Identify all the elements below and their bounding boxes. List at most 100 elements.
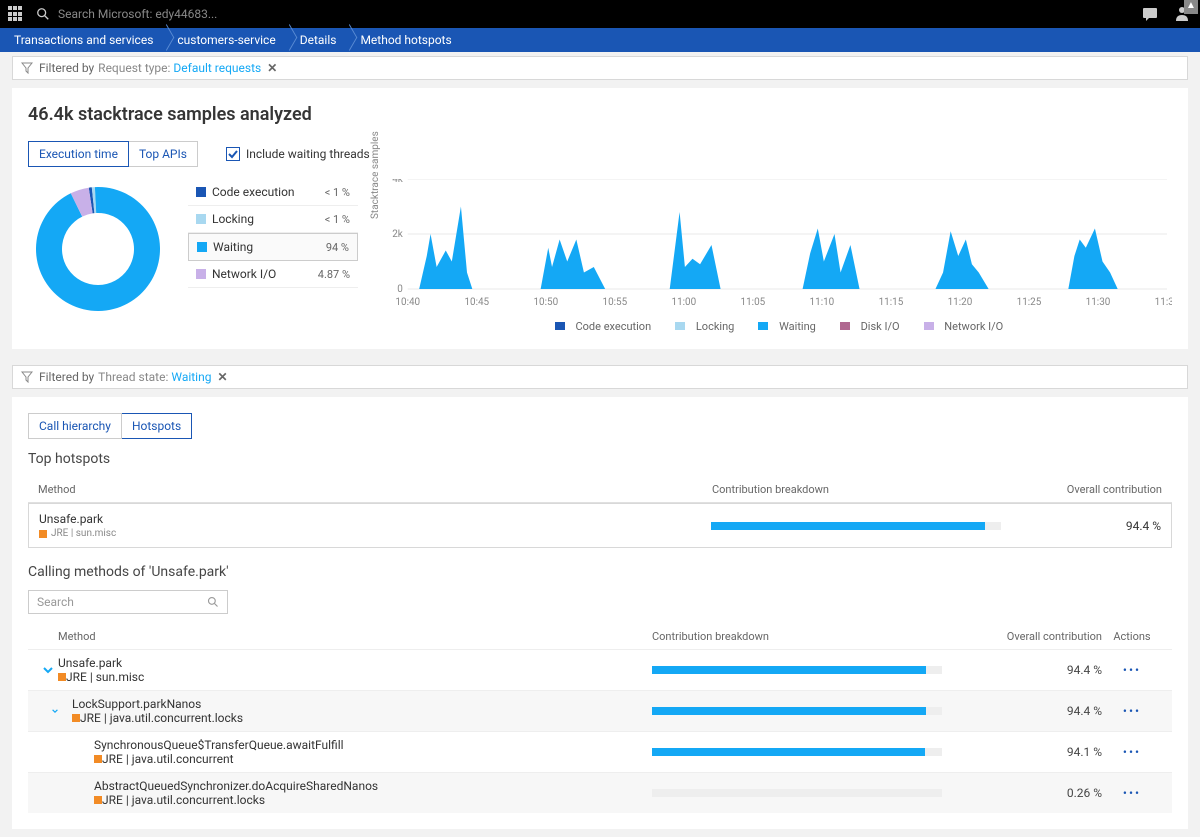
donut-chart xyxy=(28,179,168,319)
svg-text:11:30: 11:30 xyxy=(1086,297,1111,308)
expand-icon[interactable] xyxy=(38,747,66,757)
timeline-legend: Code execution Locking Waiting Disk I/O … xyxy=(378,320,1172,333)
filter-icon xyxy=(21,371,33,383)
search-icon xyxy=(207,596,219,608)
svg-text:10:45: 10:45 xyxy=(464,297,489,308)
search-input[interactable]: Search xyxy=(28,590,228,614)
breadcrumb-bar: Transactions and services customers-serv… xyxy=(0,28,1200,52)
view-mode-tabs: Execution time Top APIs xyxy=(28,141,198,167)
method-source: JRE | sun.misc xyxy=(39,528,711,539)
svg-text:11:25: 11:25 xyxy=(1017,297,1042,308)
method-source: JRE | sun.misc xyxy=(58,670,652,684)
row-actions-icon[interactable]: ••• xyxy=(1102,786,1162,800)
tab-hotspots[interactable]: Hotspots xyxy=(122,413,192,439)
svg-text:11:10: 11:10 xyxy=(810,297,835,308)
method-source: JRE | java.util.concurrent xyxy=(94,752,652,766)
hotspots-panel: Call hierarchy Hotspots Top hotspots Met… xyxy=(12,397,1188,829)
method-source: JRE | java.util.concurrent.locks xyxy=(94,793,652,807)
legend-item[interactable]: Code execution< 1 % xyxy=(188,179,358,206)
call-row[interactable]: LockSupport.parkNanos JRE | java.util.co… xyxy=(28,690,1172,731)
call-row[interactable]: Unsafe.park JRE | sun.misc 94.4 % ••• xyxy=(28,649,1172,690)
row-actions-icon[interactable]: ••• xyxy=(1102,704,1162,718)
svg-text:0: 0 xyxy=(397,284,403,295)
breadcrumb-item[interactable]: Transactions and services xyxy=(4,28,167,52)
search-icon[interactable] xyxy=(36,7,50,21)
main-panel: 46.4k stacktrace samples analyzed Execut… xyxy=(12,88,1188,349)
col-contribution: Contribution breakdown xyxy=(652,630,962,643)
svg-text:11:20: 11:20 xyxy=(948,297,973,308)
col-method: Method xyxy=(58,630,652,643)
apps-grid-icon[interactable] xyxy=(8,6,24,22)
overall-pct: 94.4 % xyxy=(962,704,1102,718)
timeline-chart: Stacktrace samples 02k4k10:4010:4510:501… xyxy=(378,179,1172,333)
legend-item[interactable]: Network I/O4.87 % xyxy=(188,261,358,288)
filter-prefix: Filtered by xyxy=(39,370,94,384)
donut-legend: Code execution< 1 %Locking< 1 %Waiting94… xyxy=(188,179,358,333)
breadcrumb-item[interactable]: Details xyxy=(290,28,351,52)
svg-text:11:15: 11:15 xyxy=(879,297,904,308)
calling-methods-title: Calling methods of 'Unsafe.park' xyxy=(28,564,1172,580)
breadcrumb-item[interactable]: customers-service xyxy=(167,28,289,52)
svg-text:2k: 2k xyxy=(392,229,404,240)
y-axis-title: Stacktrace samples xyxy=(370,131,381,219)
filter-thread-state: Filtered by Thread state: Waiting ✕ xyxy=(12,365,1188,389)
call-row[interactable]: SynchronousQueue$TransferQueue.awaitFulf… xyxy=(28,731,1172,772)
filter-name: Thread state: xyxy=(98,370,168,384)
search-placeholder[interactable]: Search Microsoft: edy44683... xyxy=(58,7,217,21)
method-name: AbstractQueuedSynchronizer.doAcquireShar… xyxy=(94,779,652,793)
call-row[interactable]: AbstractQueuedSynchronizer.doAcquireShar… xyxy=(28,772,1172,813)
method-name: SynchronousQueue$TransferQueue.awaitFulf… xyxy=(94,738,652,752)
svg-text:10:50: 10:50 xyxy=(533,297,558,308)
filter-value[interactable]: Default requests xyxy=(173,61,261,75)
svg-text:11:35: 11:35 xyxy=(1155,297,1172,308)
col-overall: Overall contribution xyxy=(1022,483,1162,496)
row-actions-icon[interactable]: ••• xyxy=(1102,663,1162,677)
legend-item[interactable]: Locking< 1 % xyxy=(188,206,358,233)
tab-execution-time[interactable]: Execution time xyxy=(28,141,129,167)
top-hotspots-title: Top hotspots xyxy=(28,451,1172,467)
search-placeholder: Search xyxy=(37,595,74,609)
col-method: Method xyxy=(38,483,712,496)
overall-pct: 94.4 % xyxy=(1021,519,1161,533)
expand-icon[interactable] xyxy=(38,788,66,798)
include-waiting-label: Include waiting threads xyxy=(246,147,370,161)
svg-text:11:00: 11:00 xyxy=(672,297,697,308)
expand-icon[interactable] xyxy=(38,665,58,675)
svg-text:11:05: 11:05 xyxy=(741,297,766,308)
overall-pct: 94.4 % xyxy=(962,663,1102,677)
row-actions-icon[interactable]: ••• xyxy=(1102,745,1162,759)
col-actions: Actions xyxy=(1102,630,1162,643)
method-name: LockSupport.parkNanos xyxy=(72,697,652,711)
filter-remove-icon[interactable]: ✕ xyxy=(217,370,227,384)
method-source: JRE | java.util.concurrent.locks xyxy=(72,711,652,725)
filter-name: Request type: xyxy=(98,61,170,75)
overall-pct: 0.26 % xyxy=(962,786,1102,800)
filter-prefix: Filtered by xyxy=(39,61,94,75)
filter-remove-icon[interactable]: ✕ xyxy=(267,61,277,75)
filter-value[interactable]: Waiting xyxy=(171,370,211,384)
call-table-header: Method Contribution breakdown Overall co… xyxy=(28,624,1172,649)
include-waiting-checkbox[interactable]: Include waiting threads xyxy=(226,147,370,161)
tab-call-hierarchy[interactable]: Call hierarchy xyxy=(28,413,122,439)
tab-top-apis[interactable]: Top APIs xyxy=(129,141,198,167)
col-contribution: Contribution breakdown xyxy=(712,483,1022,496)
filter-request-type: Filtered by Request type: Default reques… xyxy=(12,56,1188,80)
hotspot-view-tabs: Call hierarchy Hotspots xyxy=(28,413,192,439)
filter-icon xyxy=(21,62,33,74)
svg-text:10:40: 10:40 xyxy=(395,297,420,308)
method-name: Unsafe.park xyxy=(39,512,711,526)
method-name: Unsafe.park xyxy=(58,656,652,670)
topbar: Search Microsoft: edy44683... xyxy=(0,0,1200,28)
legend-item[interactable]: Waiting94 % xyxy=(188,233,358,261)
overall-pct: 94.1 % xyxy=(962,745,1102,759)
page-title: 46.4k stacktrace samples analyzed xyxy=(28,104,1172,125)
svg-text:4k: 4k xyxy=(392,179,404,185)
hotspot-table-header: Method Contribution breakdown Overall co… xyxy=(28,477,1172,503)
top-hotspot-row[interactable]: Unsafe.park JRE | sun.misc 94.4 % xyxy=(28,503,1172,548)
breadcrumb-item[interactable]: Method hotspots xyxy=(350,28,465,52)
chat-icon[interactable] xyxy=(1142,7,1158,21)
svg-text:10:55: 10:55 xyxy=(602,297,627,308)
expand-icon[interactable] xyxy=(38,706,58,716)
col-overall: Overall contribution xyxy=(962,630,1102,643)
scroll-up-arrow[interactable]: ▲ xyxy=(1184,0,1198,14)
